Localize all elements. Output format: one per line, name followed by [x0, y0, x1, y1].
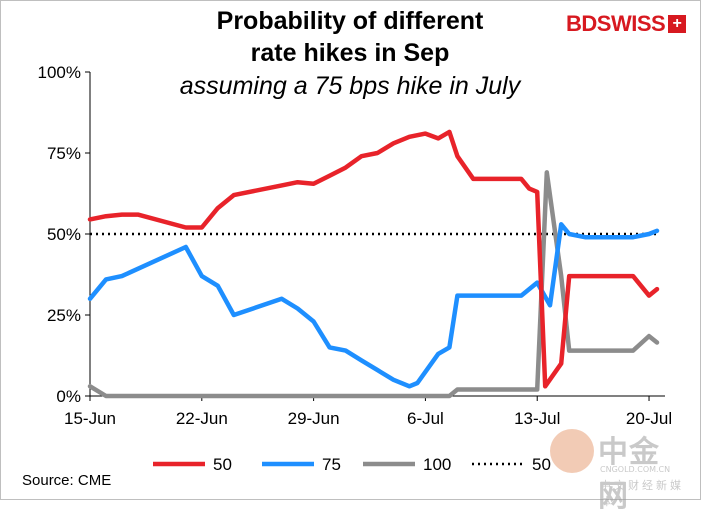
watermark-text-sub: 中文财经新媒体	[600, 479, 684, 508]
x-tick-label: 6-Jul	[407, 409, 444, 428]
y-tick-label: 25%	[47, 306, 81, 325]
y-tick-label: 50%	[47, 225, 81, 244]
series-line-50	[87, 129, 660, 389]
x-tick-label: 22-Jun	[176, 409, 228, 428]
legend-label-50-reference: 50	[532, 455, 551, 474]
series-line-75	[87, 222, 660, 389]
chart-title-line1: Probability of different	[216, 7, 484, 35]
chart-title-line2: rate hikes in Sep	[250, 39, 450, 67]
legend-label-75: 75	[322, 455, 341, 474]
line-chart: 0% 25% 50% 75% 100% 15-Jun 22-Jun 29-Jun 6-Jul 13…	[38, 63, 673, 474]
x-tick-label: 15-Jun	[64, 409, 116, 428]
y-tick-label: 0%	[56, 387, 81, 406]
bdswiss-logo: BDSWISS +	[566, 10, 687, 38]
x-tick-label: 29-Jun	[288, 409, 340, 428]
logo-text: BDSWISS	[566, 11, 666, 36]
watermark-logo-icon	[550, 429, 594, 473]
y-tick-label: 100%	[38, 63, 81, 82]
legend-label-100: 100	[423, 455, 451, 474]
logo-plus-icon: +	[668, 15, 687, 33]
watermark: 中金网 CNGOLD.COM.CN 中文财经新媒体	[550, 425, 690, 514]
y-tick-label: 75%	[47, 144, 81, 163]
series-line-100	[87, 170, 660, 399]
x-tick-label: 20-Jul	[626, 409, 672, 428]
legend-label-50: 50	[213, 455, 232, 474]
source-note: Source: CME	[22, 472, 112, 489]
chart-subtitle: assuming a 75 bps hike in July	[179, 72, 521, 100]
watermark-text-en: CNGOLD.COM.CN	[600, 465, 671, 474]
x-tick-label: 13-Jul	[514, 409, 560, 428]
